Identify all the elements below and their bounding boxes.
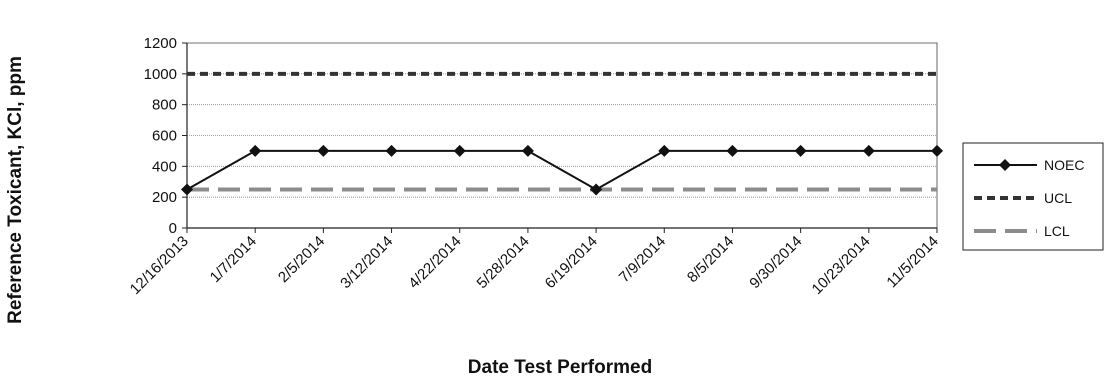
x-tick-label: 1/7/2014 — [207, 233, 260, 286]
legend-label-noec: NOEC — [1044, 157, 1084, 173]
y-tick-label: 1200 — [144, 35, 177, 52]
x-tick-label: 3/12/2014 — [337, 233, 396, 292]
x-tick-label: 11/5/2014 — [883, 233, 941, 291]
legend-marker-noec — [999, 159, 1011, 171]
series-group — [181, 71, 943, 196]
y-tick-label: 400 — [152, 158, 177, 175]
x-tick-label: 7/9/2014 — [616, 233, 669, 286]
x-tick-label: 4/22/2014 — [405, 233, 464, 292]
legend-label-ucl: UCL — [1044, 190, 1072, 206]
data-point-noec — [317, 144, 330, 157]
legend-label-lcl: LCL — [1044, 223, 1070, 239]
legend-item-noec: NOEC — [974, 157, 1084, 173]
x-tick-label: 9/30/2014 — [746, 233, 805, 292]
data-point-noec — [181, 183, 193, 196]
data-point-noec — [385, 144, 398, 157]
series-line-noec — [186, 149, 937, 191]
y-tick-label: 200 — [152, 189, 177, 206]
x-axis: 12/16/2013 1/7/2014 2/5/2014 3/12/2014 4/22/… — [127, 227, 942, 298]
data-point-noec — [590, 183, 603, 196]
data-point-noec — [658, 144, 671, 157]
x-tick-label: 8/5/2014 — [684, 233, 737, 286]
data-point-noec — [862, 144, 875, 157]
data-point-noec — [453, 144, 466, 157]
y-axis: 0 200 400 600 800 1000 1200 — [144, 35, 188, 237]
legend-item-lcl: LCL — [974, 223, 1070, 239]
y-tick-label: 600 — [152, 128, 177, 145]
y-axis-title: Reference Toxicant, KCl, ppm — [5, 56, 26, 324]
data-point-noec — [521, 144, 534, 157]
x-tick-label: 6/19/2014 — [542, 233, 601, 292]
legend: NOEC UCL LCL — [962, 142, 1104, 251]
data-point-noec — [249, 144, 262, 157]
data-point-noec — [726, 144, 739, 157]
y-tick-label: 1000 — [144, 66, 177, 83]
x-tick-label: 10/23/2014 — [809, 233, 874, 298]
x-tick-label: 12/16/2013 — [127, 233, 192, 298]
x-tick-label: 2/5/2014 — [275, 233, 328, 286]
x-tick-label: 5/28/2014 — [474, 233, 533, 292]
data-point-noec — [794, 144, 807, 157]
x-axis-title: Date Test Performed — [468, 357, 652, 378]
legend-item-ucl: UCL — [974, 190, 1072, 206]
y-tick-label: 0 — [169, 220, 177, 237]
y-tick-label: 800 — [152, 97, 177, 114]
data-point-noec — [931, 144, 943, 157]
